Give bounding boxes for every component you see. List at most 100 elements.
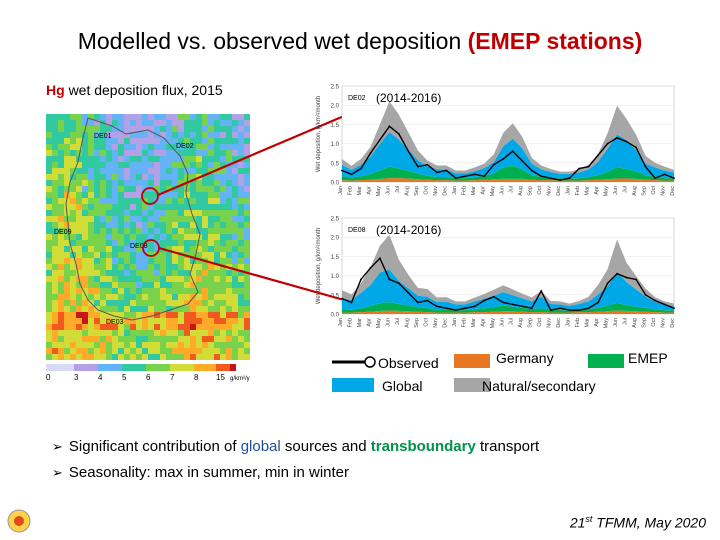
- map-cell: [52, 174, 58, 180]
- map-cell: [148, 114, 154, 120]
- map-cell: [214, 132, 220, 138]
- map-cell: [130, 342, 136, 348]
- map-cell: [166, 354, 172, 360]
- map-cell: [202, 132, 208, 138]
- map-cell: [208, 306, 214, 312]
- map-cell: [100, 210, 106, 216]
- legend-natural-swatch: [454, 378, 490, 392]
- map-cell: [148, 306, 154, 312]
- map-cell: [226, 144, 232, 150]
- map-cell: [232, 300, 238, 306]
- map-cell: [214, 210, 220, 216]
- map-cell: [244, 180, 250, 186]
- highlight-global: global: [240, 438, 281, 455]
- map-cell: [178, 204, 184, 210]
- map-cell: [184, 276, 190, 282]
- map-cell: [190, 258, 196, 264]
- map-cell: [118, 306, 124, 312]
- map-cell: [52, 312, 58, 318]
- map-cell: [244, 174, 250, 180]
- station-label-de08: DE08: [130, 243, 148, 250]
- map-cell: [226, 336, 232, 342]
- map-cell: [130, 210, 136, 216]
- map-cell: [184, 228, 190, 234]
- map-cell: [136, 186, 142, 192]
- map-cell: [112, 294, 118, 300]
- map-cell: [100, 186, 106, 192]
- map-cell: [214, 312, 220, 318]
- map-cell: [244, 234, 250, 240]
- map-cell: [160, 342, 166, 348]
- map-cell: [154, 192, 160, 198]
- observed-point: [578, 167, 581, 170]
- map-cell: [136, 132, 142, 138]
- map-cell: [148, 144, 154, 150]
- map-cell: [76, 228, 82, 234]
- map-cell: [142, 276, 148, 282]
- map-cell: [202, 318, 208, 324]
- map-cell: [196, 204, 202, 210]
- map-cell: [244, 162, 250, 168]
- map-cell: [196, 264, 202, 270]
- map-cell: [232, 174, 238, 180]
- map-cell: [190, 216, 196, 222]
- map-cell: [190, 168, 196, 174]
- map-cell: [160, 330, 166, 336]
- area-series-natural-secondary: [342, 234, 674, 306]
- map-cell: [82, 252, 88, 258]
- map-cell: [118, 234, 124, 240]
- map-cell: [124, 336, 130, 342]
- bullet-arrow-icon: ➢: [52, 439, 63, 454]
- map-cell: [238, 336, 244, 342]
- map-cell: [226, 210, 232, 216]
- map-cell: [184, 312, 190, 318]
- map-cell: [88, 330, 94, 336]
- map-cell: [154, 318, 160, 324]
- map-cell: [208, 192, 214, 198]
- map-cell: [244, 120, 250, 126]
- map-cell: [232, 258, 238, 264]
- map-cell: [130, 204, 136, 210]
- map-cell: [124, 144, 130, 150]
- map-cell: [142, 234, 148, 240]
- map-cell: [136, 294, 142, 300]
- x-tick-label: Aug: [404, 186, 410, 196]
- map-cell: [166, 144, 172, 150]
- map-cell: [100, 216, 106, 222]
- station-code: DE08: [348, 227, 366, 234]
- map-cell: [46, 318, 52, 324]
- x-tick-label: Jul: [395, 186, 401, 193]
- map-cell: [82, 246, 88, 252]
- map-cell: [154, 204, 160, 210]
- map-cell: [118, 264, 124, 270]
- observed-point: [616, 272, 618, 275]
- map-cell: [244, 210, 250, 216]
- map-cell: [94, 210, 100, 216]
- map-cell: [190, 144, 196, 150]
- map-cell: [196, 300, 202, 306]
- map-cell: [142, 258, 148, 264]
- map-cell: [166, 336, 172, 342]
- map-cell: [232, 132, 238, 138]
- map-cell: [220, 120, 226, 126]
- map-cell: [196, 342, 202, 348]
- map-cell: [238, 330, 244, 336]
- map-cell: [52, 300, 58, 306]
- observed-point: [435, 305, 438, 308]
- map-cell: [244, 252, 250, 258]
- y-tick-label: 2.5: [331, 85, 340, 91]
- map-cell: [142, 228, 148, 234]
- map-cell: [238, 276, 244, 282]
- map-cell: [208, 204, 214, 210]
- map-cell: [58, 348, 64, 354]
- map-cell: [64, 324, 70, 330]
- map-cell: [148, 282, 154, 288]
- colorbar-tick: 5: [122, 373, 127, 382]
- map-cell: [160, 168, 166, 174]
- map-cell: [106, 198, 112, 204]
- period-label: (2014-2016): [376, 223, 441, 237]
- map-cell: [148, 198, 154, 204]
- x-tick-label: Apr: [366, 318, 372, 327]
- map-cell: [184, 174, 190, 180]
